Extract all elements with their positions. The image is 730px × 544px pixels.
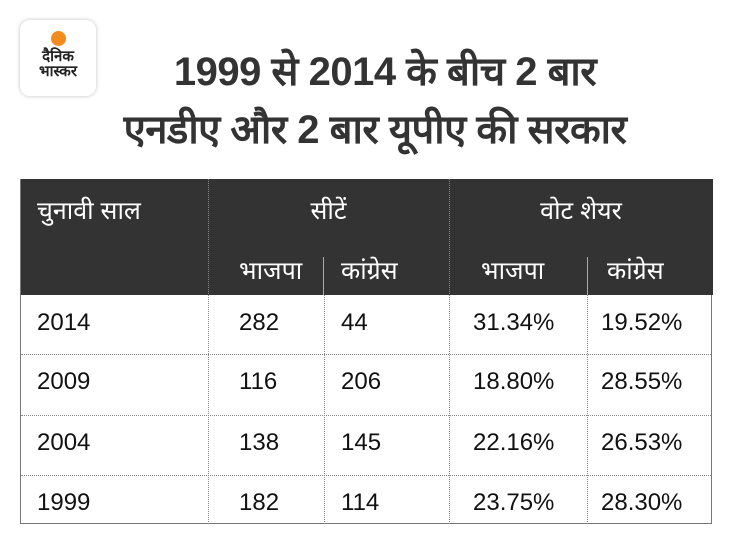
table-row: 2004 138 145 22.16% 26.53% [21, 415, 711, 476]
logo-line1: दैनिक [42, 48, 74, 65]
cell-seats-bjp: 182 [239, 489, 280, 516]
cell-vote-bjp: 31.34% [473, 309, 555, 336]
cell-year: 2009 [37, 368, 91, 395]
cell-vote-congress: 19.52% [601, 309, 683, 336]
cell-vote-congress: 28.55% [601, 368, 683, 395]
header-seats-bjp: भाजपा [239, 257, 303, 285]
cell-year: 2014 [37, 309, 91, 336]
cell-seats-bjp: 282 [239, 309, 280, 336]
dainik-bhaskar-logo: दैनिक भास्कर [20, 20, 96, 96]
divider [449, 179, 450, 524]
table-row: 2009 116 206 18.80% 28.55% [21, 354, 711, 416]
header-vote-share: वोट शेयर [540, 197, 622, 225]
divider [208, 179, 209, 524]
divider [323, 257, 324, 295]
divider [324, 295, 325, 524]
divider [587, 295, 588, 524]
header-seats: सीटें [310, 197, 347, 225]
cell-vote-bjp: 22.16% [473, 429, 555, 456]
table-header: चुनावी साल सीटें वोट शेयर भाजपा कांग्रेस… [21, 179, 713, 295]
cell-year: 2004 [37, 429, 91, 456]
logo-line2: भास्कर [39, 63, 77, 80]
sun-icon [50, 31, 66, 46]
table-row: 2014 282 44 31.34% 19.52% [21, 295, 711, 355]
header-seats-congress: कांग्रेस [341, 257, 398, 285]
cell-seats-congress: 145 [341, 429, 382, 456]
cell-seats-bjp: 116 [239, 368, 278, 395]
cell-seats-congress: 206 [341, 368, 382, 395]
cell-seats-congress: 114 [341, 489, 380, 516]
cell-vote-bjp: 18.80% [473, 368, 555, 395]
header-vote-bjp: भाजपा [481, 257, 545, 285]
table-row: 1999 182 114 23.75% 28.30% [21, 475, 711, 524]
cell-seats-congress: 44 [341, 309, 368, 336]
election-table: चुनावी साल सीटें वोट शेयर भाजपा कांग्रेस… [20, 179, 713, 524]
divider [587, 257, 588, 295]
cell-year: 1999 [37, 489, 91, 516]
cell-seats-bjp: 138 [239, 429, 280, 456]
cell-vote-congress: 28.30% [601, 489, 683, 516]
header-year: चुनावी साल [37, 197, 141, 225]
cell-vote-bjp: 23.75% [473, 489, 555, 516]
header-vote-congress: कांग्रेस [607, 257, 664, 285]
title-line2: एनडीए और 2 बार यूपीए की सरकार [123, 108, 627, 152]
cell-vote-congress: 26.53% [601, 429, 683, 456]
title-line1: 1999 से 2014 के बीच 2 बार [173, 50, 597, 94]
